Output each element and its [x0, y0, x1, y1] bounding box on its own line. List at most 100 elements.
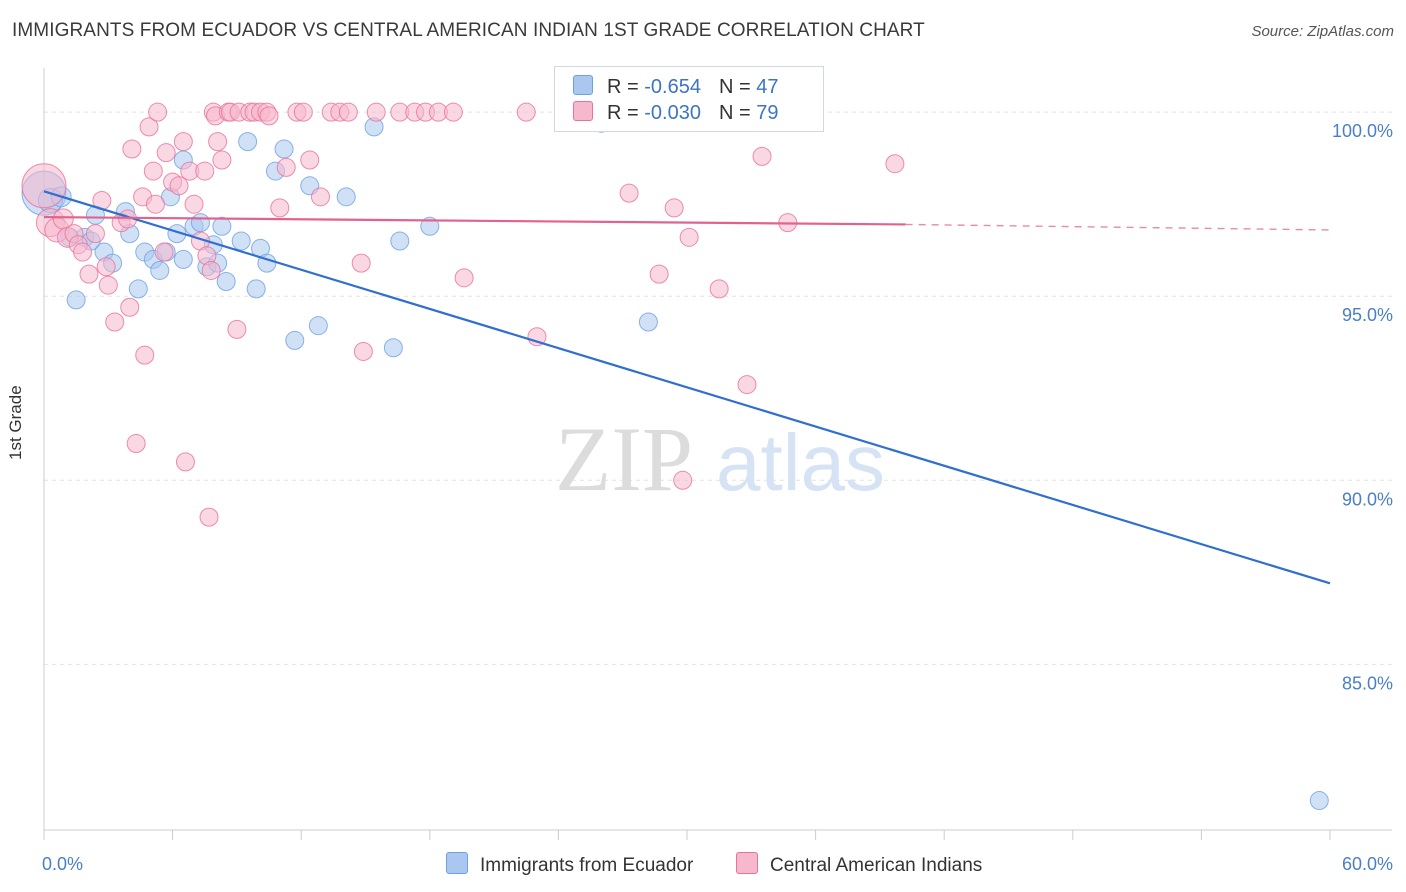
data-points: [21, 102, 1329, 811]
tick-labels: 85.0% 90.0% 95.0% 100.0% 0.0% 60.0%: [42, 121, 1393, 874]
data-point: [276, 157, 296, 177]
legend-n-value: 47: [756, 76, 779, 98]
data-point: [105, 312, 125, 332]
legend-n-label: N =: [718, 102, 757, 124]
data-point: [737, 375, 757, 395]
data-point: [300, 150, 320, 170]
data-point: [885, 154, 905, 174]
data-point: [169, 176, 189, 196]
data-point: [145, 194, 165, 214]
data-point: [227, 319, 247, 339]
bottom-legend-swatch-central-american: [736, 852, 758, 874]
data-point: [126, 433, 146, 453]
trend-line-ecuador: [43, 190, 1331, 585]
data-point: [208, 132, 228, 152]
data-point: [173, 132, 193, 152]
data-point: [673, 470, 693, 490]
bottom-legend-central-american: Central American Indians: [736, 852, 982, 877]
watermark: ZIP atlas: [555, 408, 885, 510]
data-point: [649, 264, 669, 284]
data-point: [96, 257, 116, 277]
data-point: [238, 132, 258, 152]
bottom-legend-label-central-american: Central American Indians: [770, 855, 983, 876]
data-point: [195, 161, 215, 181]
data-point: [308, 316, 328, 336]
chart-source: Source: ZipAtlas.com: [1251, 23, 1394, 40]
legend-r-value: -0.030: [644, 102, 701, 124]
data-point: [21, 163, 67, 209]
trend-line-extension-central-american: [905, 223, 1331, 231]
watermark-zip: ZIP: [555, 408, 693, 510]
legend-n-value: 79: [756, 102, 779, 124]
legend-r-label: R =: [607, 76, 645, 98]
data-point: [190, 213, 210, 233]
correlation-legend: R = -0.654 N = 47 R = -0.030 N = 79: [554, 66, 824, 132]
legend-row-ecuador: R = -0.654 N = 47: [573, 75, 778, 101]
y-tick-label: 85.0%: [1342, 673, 1393, 693]
data-point: [173, 249, 193, 269]
watermark-atlas: atlas: [716, 418, 885, 507]
legend-row-central-american: R = -0.030 N = 79: [573, 101, 778, 127]
data-point: [274, 139, 294, 159]
data-point: [154, 242, 174, 262]
data-point: [366, 102, 386, 122]
data-point: [259, 106, 279, 126]
data-point: [1309, 791, 1329, 811]
bottom-legend-label-ecuador: Immigrants from Ecuador: [480, 855, 694, 876]
data-point: [353, 341, 373, 361]
legend-r-value: -0.654: [644, 76, 701, 98]
data-point: [98, 275, 118, 295]
x-tick-label: 60.0%: [1342, 854, 1393, 874]
data-point: [285, 330, 305, 350]
data-point: [454, 268, 474, 288]
data-point: [201, 260, 221, 280]
data-point: [231, 231, 251, 251]
data-point: [664, 198, 684, 218]
data-point: [619, 183, 639, 203]
data-point: [216, 272, 236, 292]
legend-n-label: N =: [718, 76, 757, 98]
data-point: [143, 161, 163, 181]
data-point: [184, 194, 204, 214]
data-point: [156, 143, 176, 163]
chart-title: IMMIGRANTS FROM ECUADOR VS CENTRAL AMERI…: [12, 20, 925, 41]
legend-swatch-ecuador: [573, 75, 593, 95]
data-point: [73, 242, 93, 262]
series-central-american-points: [21, 102, 905, 527]
data-point: [516, 102, 536, 122]
data-point: [390, 231, 410, 251]
data-point: [336, 187, 356, 207]
data-point: [679, 227, 699, 247]
data-point: [199, 507, 219, 527]
data-point: [270, 198, 290, 218]
data-point: [85, 224, 105, 244]
data-point: [135, 345, 155, 365]
data-point: [638, 312, 658, 332]
data-point: [212, 216, 232, 236]
data-point: [120, 297, 140, 317]
data-point: [150, 260, 170, 280]
trend-line-central-american: [43, 215, 906, 226]
bottom-legend-swatch-ecuador: [446, 852, 468, 874]
trend-lines: [43, 190, 1331, 585]
data-point: [338, 102, 358, 122]
y-tick-label: 90.0%: [1342, 489, 1393, 509]
data-point: [420, 216, 440, 236]
y-tick-label: 100.0%: [1332, 121, 1393, 141]
data-point: [443, 102, 463, 122]
data-point: [66, 290, 86, 310]
data-point: [122, 139, 142, 159]
data-point: [246, 279, 266, 299]
legend-r-label: R =: [607, 102, 645, 124]
data-point: [709, 279, 729, 299]
data-point: [310, 187, 330, 207]
data-point: [79, 264, 99, 284]
y-tick-label: 95.0%: [1342, 305, 1393, 325]
data-point: [351, 253, 371, 273]
data-point: [128, 279, 148, 299]
data-point: [383, 338, 403, 358]
data-point: [139, 117, 159, 137]
data-point: [752, 146, 772, 166]
data-point: [148, 102, 168, 122]
legend-swatch-central-american: [573, 101, 593, 121]
